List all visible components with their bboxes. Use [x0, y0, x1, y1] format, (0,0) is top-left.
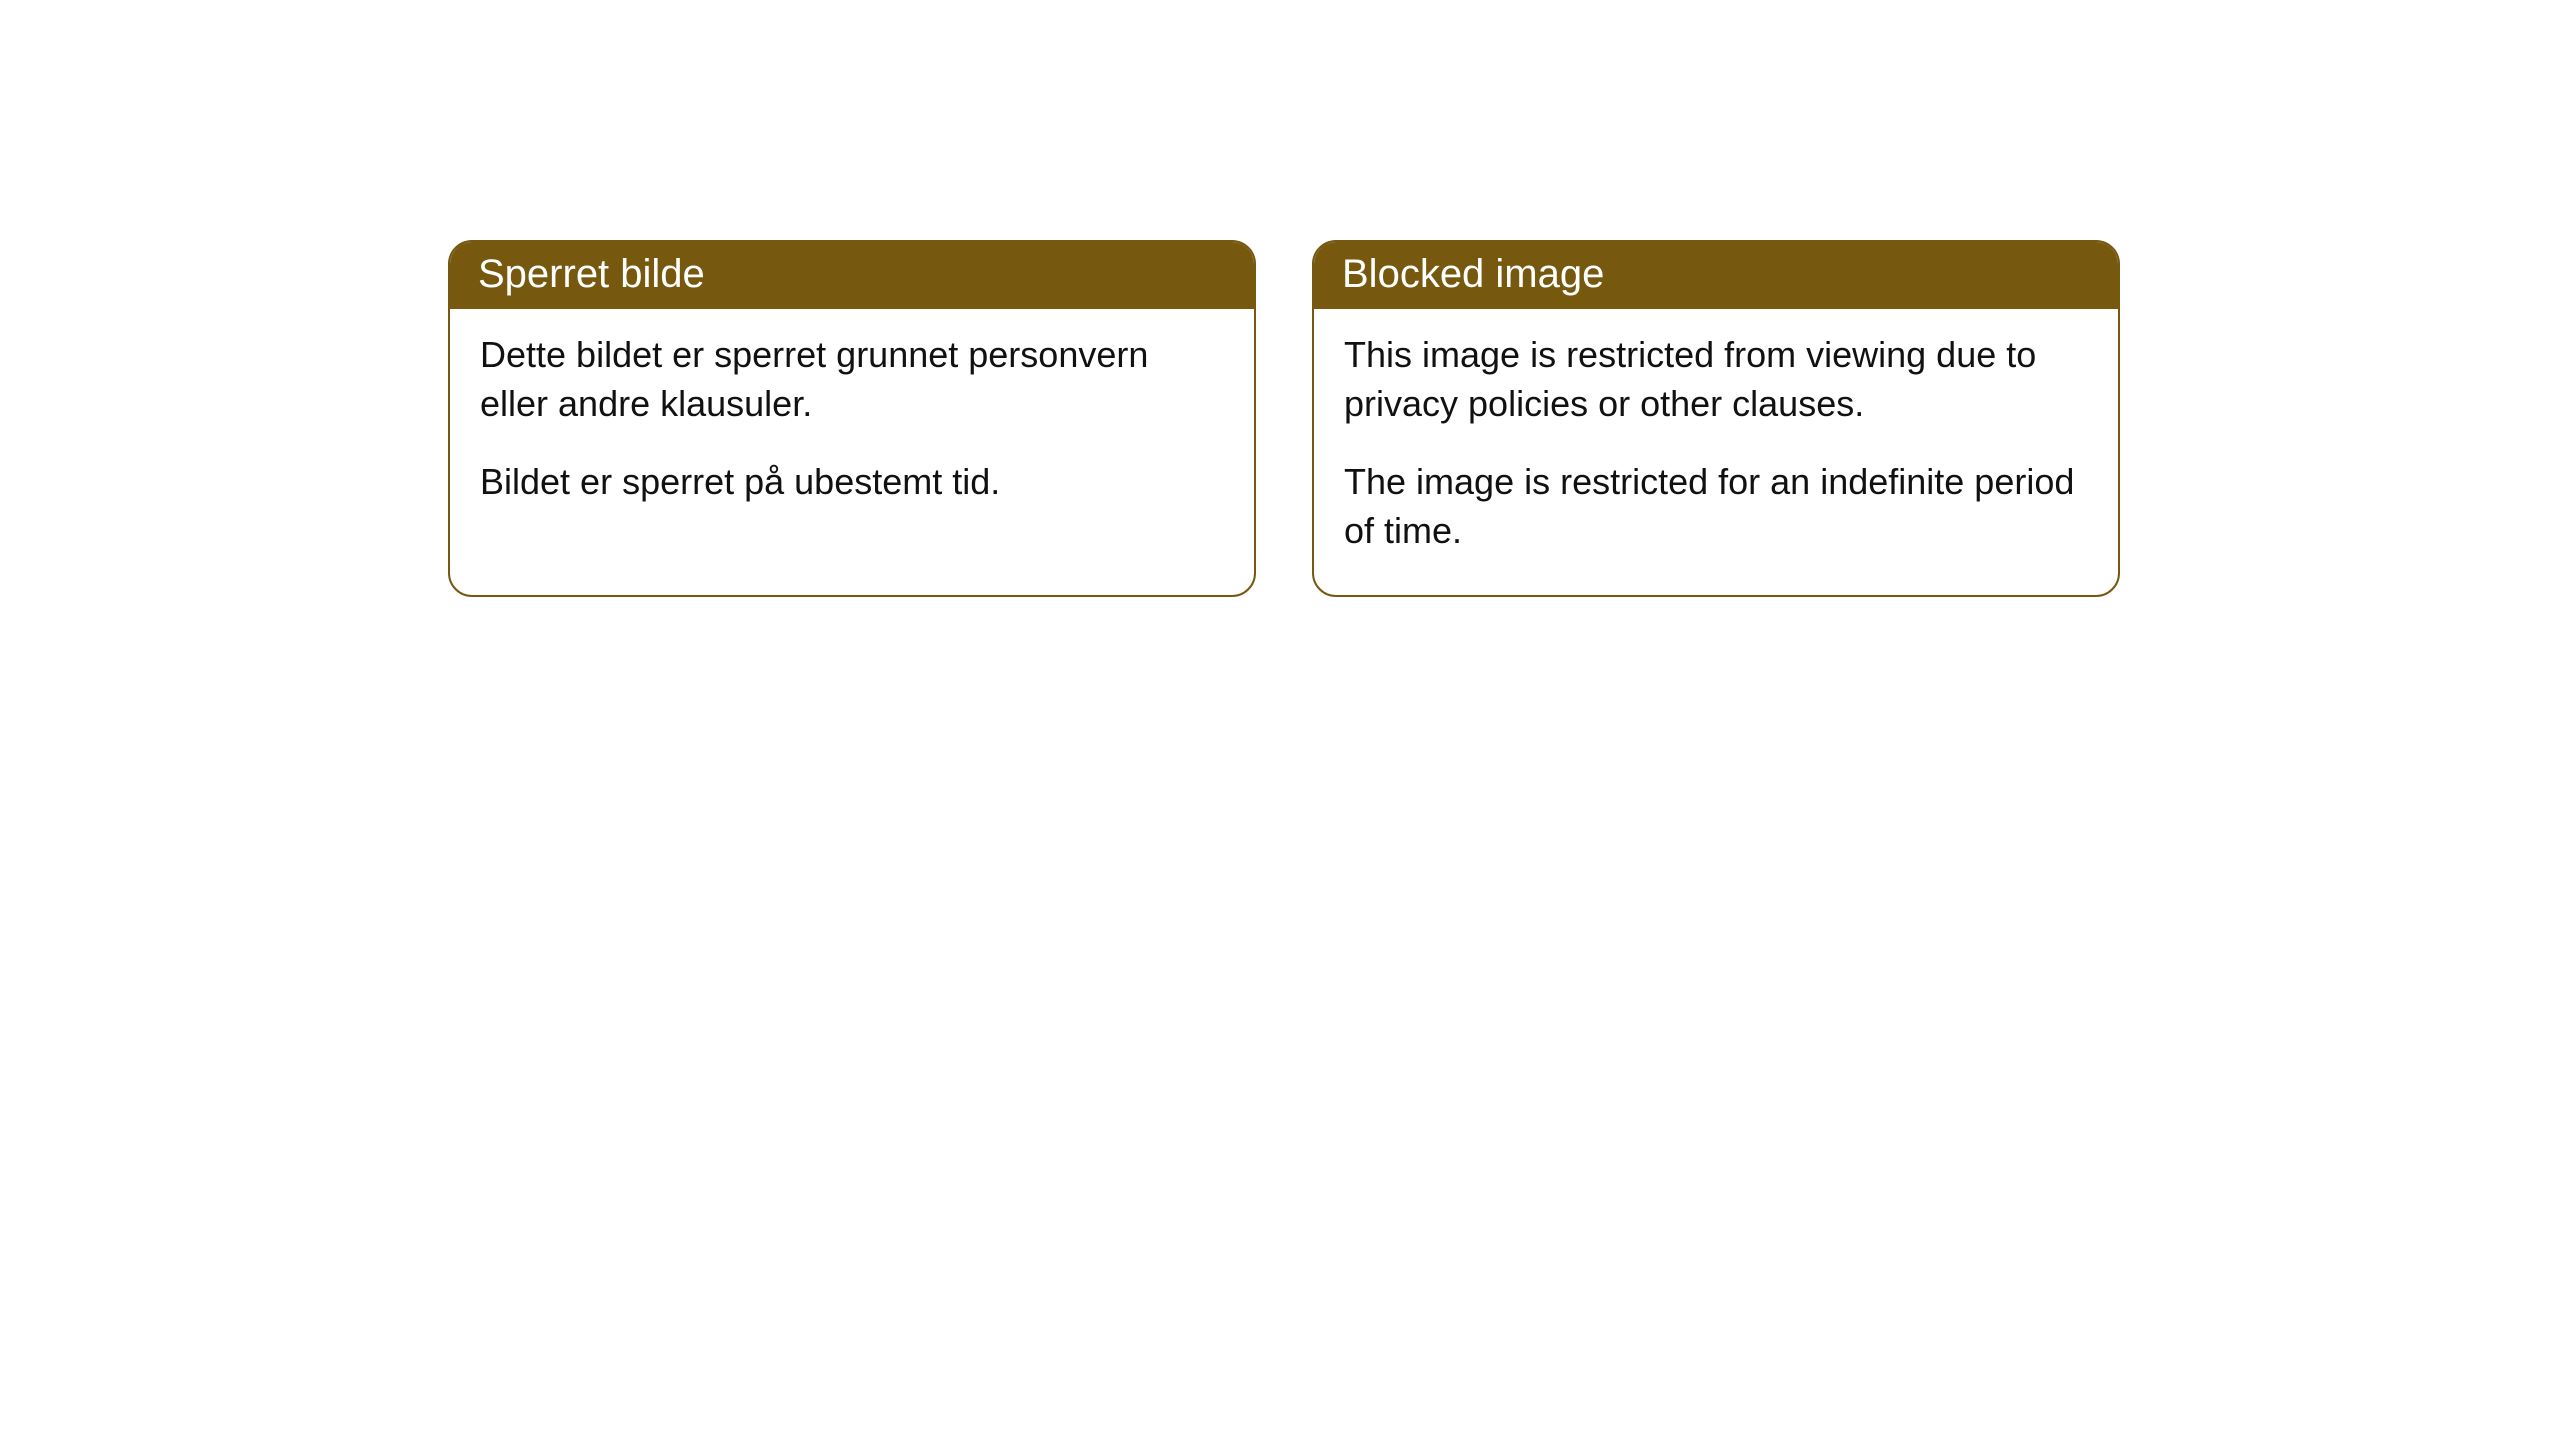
card-paragraph: Dette bildet er sperret grunnet personve…: [480, 331, 1224, 428]
card-paragraph: The image is restricted for an indefinit…: [1344, 458, 2088, 555]
card-header: Sperret bilde: [450, 242, 1254, 309]
blocked-image-card-no: Sperret bilde Dette bildet er sperret gr…: [448, 240, 1256, 597]
card-paragraph: Bildet er sperret på ubestemt tid.: [480, 458, 1224, 507]
card-body: This image is restricted from viewing du…: [1314, 309, 2118, 595]
card-paragraph: This image is restricted from viewing du…: [1344, 331, 2088, 428]
cards-container: Sperret bilde Dette bildet er sperret gr…: [448, 240, 2560, 597]
card-header: Blocked image: [1314, 242, 2118, 309]
blocked-image-card-en: Blocked image This image is restricted f…: [1312, 240, 2120, 597]
card-body: Dette bildet er sperret grunnet personve…: [450, 309, 1254, 547]
